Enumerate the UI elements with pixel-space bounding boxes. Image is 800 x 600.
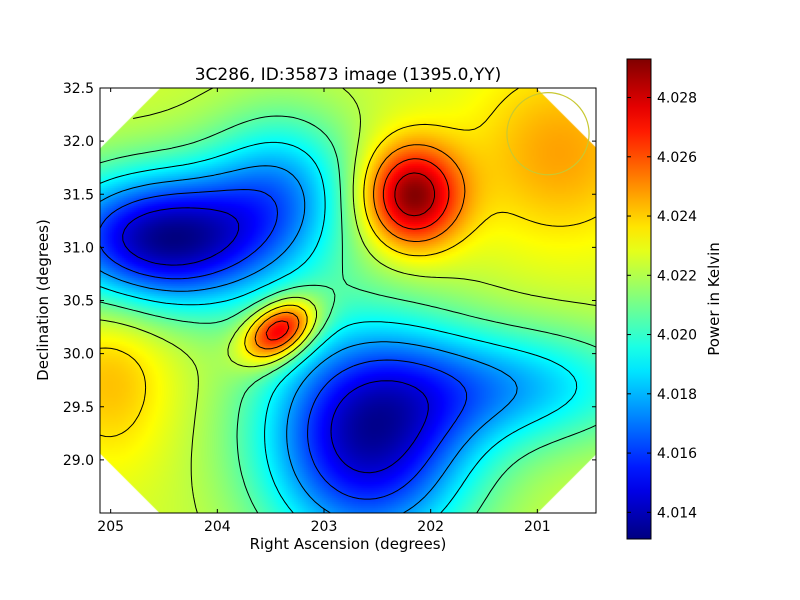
plot-area xyxy=(99,87,597,514)
x-tick-label: 201 xyxy=(524,519,551,535)
contour-line xyxy=(99,189,468,500)
y-tick-label: 29.5 xyxy=(63,400,94,416)
colorbar-tick-label: 4.024 xyxy=(657,209,697,225)
contour-line xyxy=(99,87,597,438)
y-axis: 29.0 29.5 30.0 30.5 31.0 31.5 32.0 32.5 xyxy=(63,81,596,469)
heatmap-field xyxy=(100,88,596,513)
colorbar: 4.014 4.016 4.018 4.020 4.022 4.024 4.026 4.028… xyxy=(626,58,723,540)
chart-title: 3C286, ID:35873 image (1395.0,YY) xyxy=(195,65,502,85)
y-tick-label: 30.0 xyxy=(63,347,94,363)
colorbar-tick-label: 4.026 xyxy=(657,150,697,166)
contour-lines xyxy=(99,87,597,514)
contour-line xyxy=(265,158,450,341)
y-tick-label: 31.0 xyxy=(63,240,94,256)
colorbar-scale xyxy=(626,58,652,540)
contour-line xyxy=(99,165,518,514)
colorbar-tick-label: 4.014 xyxy=(657,505,697,521)
y-tick-label: 32.5 xyxy=(63,81,94,97)
contour-line xyxy=(99,115,597,514)
x-tick-label: 203 xyxy=(311,519,338,535)
colorbar-tick-label: 4.022 xyxy=(657,268,697,284)
contour-line xyxy=(99,87,597,514)
x-axis: 205 204 203 202 201 xyxy=(97,88,551,535)
colorbar-label: Power in Kelvin xyxy=(705,242,723,356)
x-tick-label: 205 xyxy=(97,519,124,535)
y-tick-label: 31.5 xyxy=(63,187,94,203)
colorbar-ticks: 4.014 4.016 4.018 4.020 4.022 4.024 4.026 4.028 xyxy=(627,91,697,521)
x-tick-label: 202 xyxy=(417,519,444,535)
y-tick-label: 29.0 xyxy=(63,453,94,469)
contour-line xyxy=(122,207,429,474)
colorbar-tick-label: 4.018 xyxy=(657,387,697,403)
contour-line xyxy=(394,172,435,217)
colorbar-tick-label: 4.028 xyxy=(657,91,697,107)
y-tick-label: 32.0 xyxy=(63,134,94,150)
colorbar-tick-label: 4.020 xyxy=(657,328,697,344)
y-axis-label: Declination (degrees) xyxy=(34,219,52,381)
x-axis-label: Right Ascension (degrees) xyxy=(250,535,447,553)
colorbar-tick-label: 4.016 xyxy=(657,446,697,462)
contour-line xyxy=(254,144,466,350)
y-tick-label: 30.5 xyxy=(63,294,94,310)
contour-line xyxy=(99,141,578,514)
x-tick-label: 204 xyxy=(204,519,231,535)
beam-circle-marker xyxy=(506,92,590,176)
